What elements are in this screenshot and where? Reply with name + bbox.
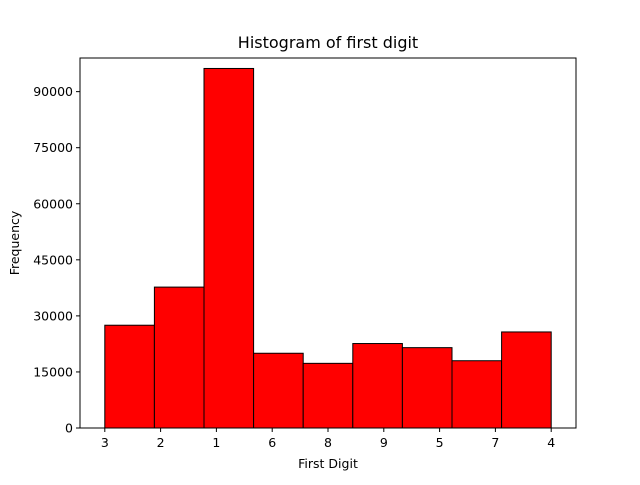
y-tick-label: 60000: [33, 196, 73, 211]
x-tick-label: 2: [157, 435, 165, 450]
y-tick-label: 30000: [33, 308, 73, 323]
x-tick-label: 7: [491, 435, 499, 450]
histogram-bar: [352, 343, 403, 429]
x-tick-label: 3: [101, 435, 109, 450]
x-tick-label: 1: [212, 435, 220, 450]
x-axis-ticks: 3 2 1 6 8 9 5 7 4: [101, 428, 555, 450]
histogram-bar: [153, 286, 205, 429]
histogram-bar: [253, 352, 304, 429]
x-tick-label: 9: [380, 435, 388, 450]
x-tick-label: 8: [324, 435, 332, 450]
histogram-bar: [451, 360, 503, 429]
x-axis-label: First Digit: [298, 456, 358, 471]
x-tick-label: 5: [436, 435, 444, 450]
chart-title: Histogram of first digit: [238, 33, 418, 52]
histogram-bar: [302, 362, 354, 429]
histogram-bar: [203, 67, 255, 429]
y-axis-label: Frequency: [7, 210, 22, 275]
x-tick-label: 6: [268, 435, 276, 450]
y-tick-label: 45000: [33, 252, 73, 267]
histogram-bar: [501, 331, 552, 429]
histogram-bar: [401, 347, 453, 429]
x-tick-label: 4: [547, 435, 555, 450]
y-axis-ticks: 0 15000 30000 45000 60000 75000 90000: [33, 84, 80, 436]
y-tick-label: 90000: [33, 84, 73, 99]
bars-group: [104, 67, 552, 429]
y-tick-label: 75000: [33, 140, 73, 155]
histogram-bar: [104, 324, 155, 429]
y-tick-label: 0: [65, 421, 73, 436]
y-tick-label: 15000: [33, 364, 73, 379]
